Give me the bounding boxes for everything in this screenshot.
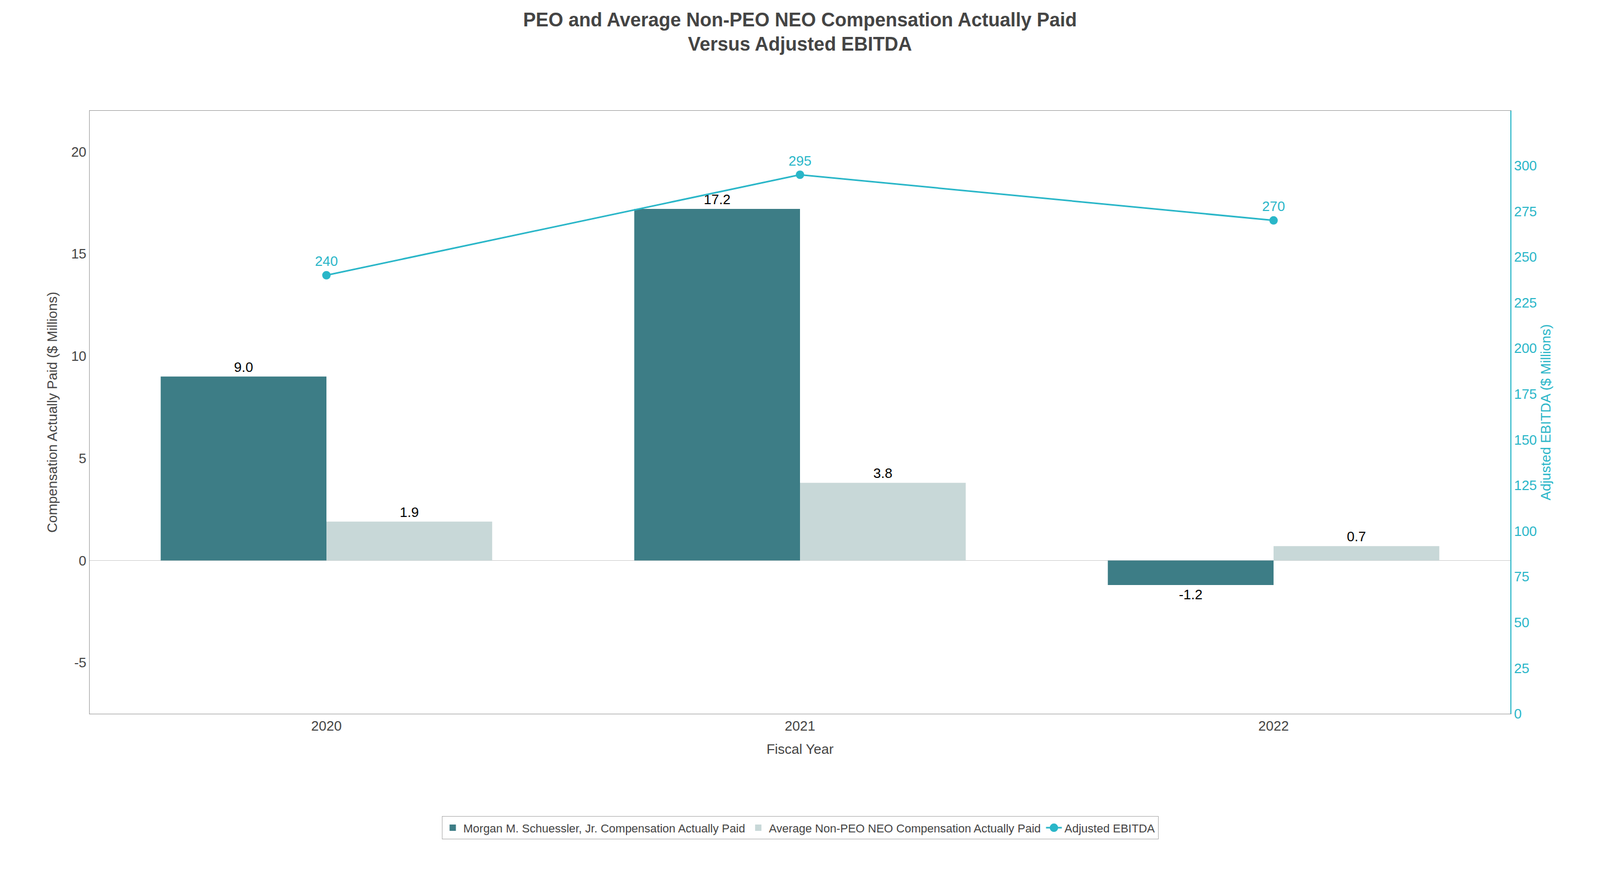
svg-text:270: 270 xyxy=(1261,198,1285,215)
svg-text:0.7: 0.7 xyxy=(1346,528,1366,545)
svg-text:2020: 2020 xyxy=(311,717,342,734)
svg-text:0: 0 xyxy=(1514,705,1522,722)
svg-text:240: 240 xyxy=(314,253,338,269)
svg-text:9.0: 9.0 xyxy=(234,359,254,375)
svg-text:10: 10 xyxy=(71,348,87,364)
svg-text:175: 175 xyxy=(1514,386,1537,402)
svg-text:5: 5 xyxy=(78,450,86,467)
svg-text:Fiscal Year: Fiscal Year xyxy=(766,740,834,757)
svg-text:2021: 2021 xyxy=(784,717,816,734)
svg-text:100: 100 xyxy=(1514,523,1537,539)
svg-text:295: 295 xyxy=(788,152,812,169)
svg-text:Compensation Actually Paid ($: Compensation Actually Paid ($ Millions) xyxy=(44,291,61,533)
svg-text:275: 275 xyxy=(1514,203,1537,220)
svg-text:300: 300 xyxy=(1514,157,1537,174)
svg-text:20: 20 xyxy=(71,143,87,160)
svg-text:Adjusted EBITDA: Adjusted EBITDA xyxy=(1064,821,1156,835)
svg-text:17.2: 17.2 xyxy=(704,191,731,208)
svg-text:2022: 2022 xyxy=(1258,717,1289,734)
svg-text:1.9: 1.9 xyxy=(399,504,419,520)
svg-text:200: 200 xyxy=(1514,340,1537,356)
svg-text:Average Non-PEO NEO Compensati: Average Non-PEO NEO Compensation Actuall… xyxy=(768,821,1042,835)
svg-text:150: 150 xyxy=(1514,431,1537,448)
svg-text:25: 25 xyxy=(1514,660,1530,677)
svg-text:PEO and Average Non-PEO NEO Co: PEO and Average Non-PEO NEO Compensation… xyxy=(523,8,1077,56)
svg-text:Morgan M. Schuessler, Jr. Comp: Morgan M. Schuessler, Jr. Compensation A… xyxy=(463,821,746,835)
svg-text:125: 125 xyxy=(1514,477,1537,494)
svg-text:0: 0 xyxy=(78,552,86,569)
svg-text:-5: -5 xyxy=(74,654,87,671)
svg-text:Adjusted EBITDA ($ Millions): Adjusted EBITDA ($ Millions) xyxy=(1537,324,1554,501)
svg-text:15: 15 xyxy=(71,245,87,262)
svg-text:-1.2: -1.2 xyxy=(1178,586,1203,603)
svg-text:250: 250 xyxy=(1514,248,1537,265)
svg-text:3.8: 3.8 xyxy=(873,465,893,481)
svg-text:75: 75 xyxy=(1514,568,1530,585)
svg-text:225: 225 xyxy=(1514,294,1537,311)
svg-text:50: 50 xyxy=(1514,614,1530,631)
